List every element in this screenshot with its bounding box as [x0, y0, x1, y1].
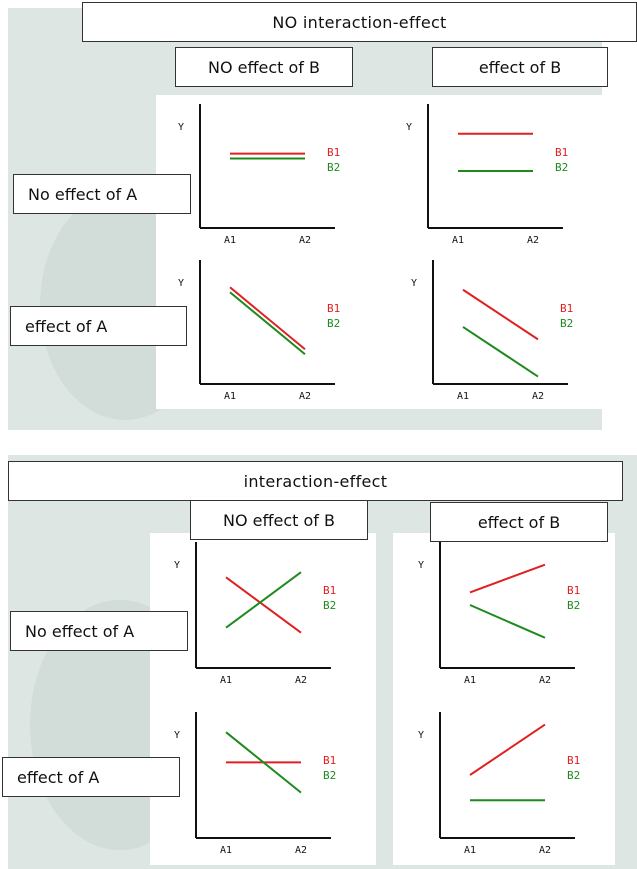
chart-svg: Y A1 A2 B1 B2: [411, 260, 573, 402]
chart-svg: Y A1 A2 B1 B2: [418, 712, 580, 856]
legend-b1: B1: [560, 302, 573, 315]
legend-b1: B1: [567, 754, 580, 767]
series-line-b2: [225, 571, 302, 629]
x-tick-label-a2: A2: [295, 845, 307, 856]
bottom-col-header-effect-b: effect of B: [430, 502, 608, 542]
bottom-left-charts-panel: [150, 533, 376, 865]
x-tick-label-a2: A2: [299, 391, 311, 402]
top-col-header-effect-b: effect of B: [432, 47, 608, 87]
series-line-b1: [462, 288, 539, 341]
chart-top-a-no-b: Y A1 A2 B1 B2: [170, 258, 350, 404]
y-axis-label: Y: [418, 730, 424, 741]
legend-b2: B2: [560, 317, 573, 330]
x-tick-label-a2: A2: [539, 845, 551, 856]
legend-b2: B2: [327, 161, 340, 174]
legend-b2: B2: [555, 161, 568, 174]
bottom-row-header-no-effect-a: No effect of A: [10, 611, 188, 651]
series-line-b2: [229, 291, 306, 356]
series-line-b2: [225, 731, 302, 794]
chart-svg: Y A1 A2 B1 B2: [178, 104, 340, 246]
legend-b1: B1: [567, 584, 580, 597]
x-tick-label-a2: A2: [527, 235, 539, 246]
chart-bottom-no-a-no-b: Y A1 A2 B1 B2: [166, 540, 346, 688]
legend-b1: B1: [323, 584, 336, 597]
y-axis-label: Y: [406, 122, 412, 133]
y-axis-label: Y: [174, 560, 180, 571]
x-tick-label-a1: A1: [220, 845, 232, 856]
bottom-col-header-no-effect-b: NO effect of B: [190, 500, 368, 540]
bottom-section-title: interaction-effect: [8, 461, 623, 501]
y-axis-label: Y: [411, 278, 417, 289]
legend-b2: B2: [327, 317, 340, 330]
legend-b2: B2: [567, 769, 580, 782]
series-line-b2: [469, 604, 546, 639]
chart-bottom-no-a-b: Y A1 A2 B1 B2: [410, 540, 590, 688]
chart-top-a-b: Y A1 A2 B1 B2: [403, 258, 583, 404]
x-tick-label-a1: A1: [224, 235, 236, 246]
top-col-header-no-effect-b: NO effect of B: [175, 47, 353, 87]
legend-b1: B1: [555, 146, 568, 159]
x-tick-label-a2: A2: [532, 391, 544, 402]
legend-b1: B1: [327, 146, 340, 159]
x-tick-label-a2: A2: [295, 675, 307, 686]
legend-b1: B1: [327, 302, 340, 315]
chart-svg: Y A1 A2 B1 B2: [174, 542, 336, 686]
series-line-b1: [229, 286, 306, 351]
x-tick-label-a1: A1: [220, 675, 232, 686]
legend-b1: B1: [323, 754, 336, 767]
legend-b2: B2: [567, 599, 580, 612]
legend-b2: B2: [323, 599, 336, 612]
chart-svg: Y A1 A2 B1 B2: [178, 260, 340, 402]
x-tick-label-a2: A2: [539, 675, 551, 686]
x-tick-label-a1: A1: [224, 391, 236, 402]
series-line-b2: [462, 326, 539, 378]
y-axis-label: Y: [174, 730, 180, 741]
chart-bottom-a-no-b: Y A1 A2 B1 B2: [166, 710, 346, 858]
top-charts-panel: [156, 95, 602, 409]
y-axis-label: Y: [178, 122, 184, 133]
y-axis-label: Y: [178, 278, 184, 289]
series-line-b1: [469, 563, 546, 594]
series-line-b1: [469, 723, 546, 776]
x-tick-label-a2: A2: [299, 235, 311, 246]
series-line-b1: [225, 576, 302, 634]
chart-bottom-a-b: Y A1 A2 B1 B2: [410, 710, 590, 858]
x-tick-label-a1: A1: [464, 845, 476, 856]
top-section-title: NO interaction-effect: [82, 2, 637, 42]
x-tick-label-a1: A1: [452, 235, 464, 246]
chart-svg: Y A1 A2 B1 B2: [418, 542, 580, 686]
top-row-header-no-effect-a: No effect of A: [13, 174, 191, 214]
chart-top-no-a-b: Y A1 A2 B1 B2: [398, 102, 578, 248]
legend-b2: B2: [323, 769, 336, 782]
chart-svg: Y A1 A2 B1 B2: [406, 104, 568, 246]
x-tick-label-a1: A1: [457, 391, 469, 402]
bottom-row-header-effect-a: effect of A: [2, 757, 180, 797]
chart-svg: Y A1 A2 B1 B2: [174, 712, 336, 856]
x-tick-label-a1: A1: [464, 675, 476, 686]
y-axis-label: Y: [418, 560, 424, 571]
top-row-header-effect-a: effect of A: [10, 306, 187, 346]
chart-top-no-a-no-b: Y A1 A2 B1 B2: [170, 102, 350, 248]
bottom-right-charts-panel: [393, 533, 615, 865]
